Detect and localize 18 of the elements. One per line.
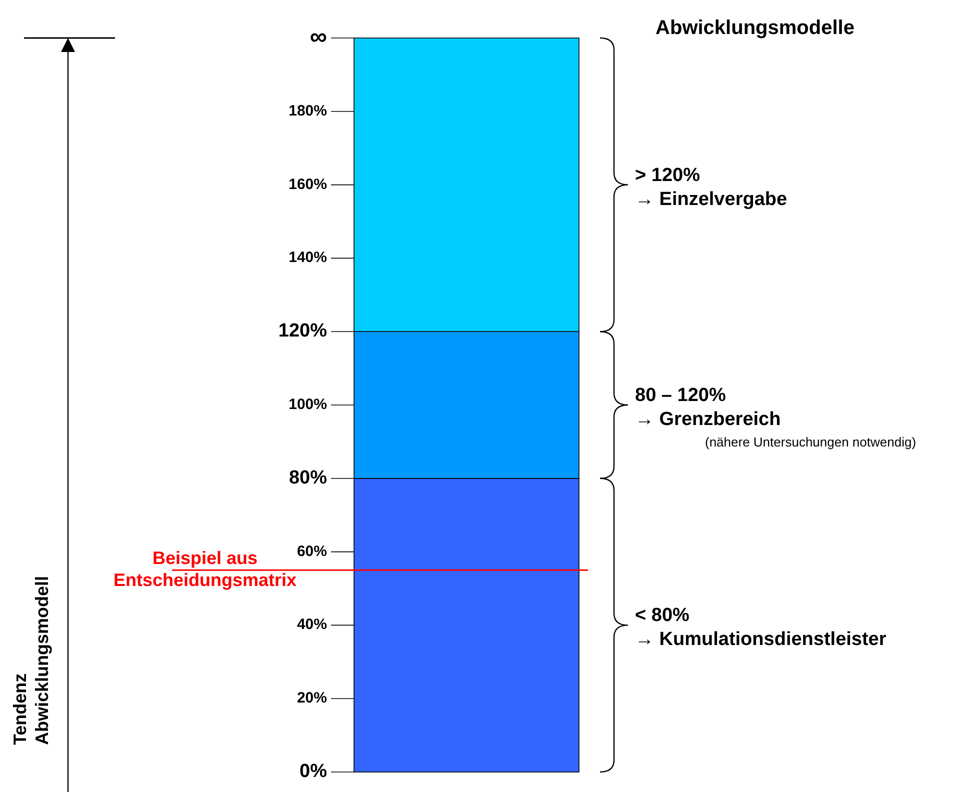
y-tick-label: 80%	[288, 467, 328, 488]
y-tick-label: 120%	[278, 320, 328, 342]
y-tick-label: ∞	[310, 23, 327, 50]
y-tick-label: 0%	[300, 761, 328, 782]
ref-line-label: Beispiel aus Entscheidungsmatrix	[113, 548, 297, 590]
text: > 120% → Einzelvergabe	[635, 164, 788, 210]
text: < 80% → Kumulationsdienstleister	[635, 605, 887, 650]
text: Abwicklungsmodelle	[656, 17, 854, 39]
y-tick-label: 160%	[288, 176, 327, 193]
y-tick-label: 20%	[296, 690, 327, 707]
y-tick-label: 40%	[296, 616, 327, 634]
text: (nähere Untersuchungen notwendig)	[705, 434, 916, 450]
text: 80 – 120% → Grenzbereich	[635, 385, 781, 430]
y-tick-label: 180%	[288, 102, 327, 120]
y-tick-label: 60%	[296, 542, 327, 560]
y-tick-label: 100%	[288, 396, 327, 413]
text: Tendenz Abwicklungsmodell	[10, 576, 52, 745]
y-tick-label: 140%	[288, 249, 327, 266]
